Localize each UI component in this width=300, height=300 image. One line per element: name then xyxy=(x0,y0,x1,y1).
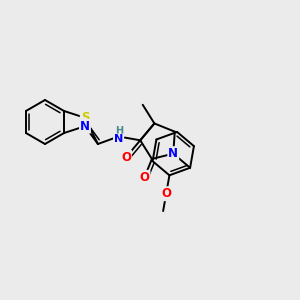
Text: O: O xyxy=(121,151,131,164)
Text: N: N xyxy=(168,147,178,160)
Text: O: O xyxy=(140,171,149,184)
Text: H: H xyxy=(116,127,124,136)
Text: H: H xyxy=(114,131,123,142)
Text: S: S xyxy=(81,111,89,124)
Text: O: O xyxy=(161,187,171,200)
Text: N: N xyxy=(114,134,123,145)
Text: N: N xyxy=(80,120,90,133)
